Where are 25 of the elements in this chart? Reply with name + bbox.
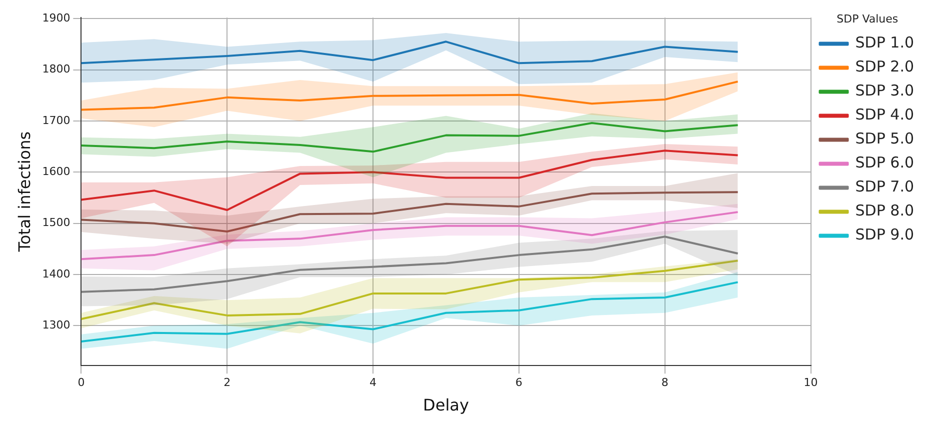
y-tick-label: 1600 — [42, 165, 70, 178]
legend-label: SDP 8.0 — [855, 202, 914, 220]
y-tick-label: 1500 — [42, 216, 70, 230]
x-tick-label: 6 — [515, 376, 522, 390]
x-tick-label: 2 — [224, 376, 231, 390]
y-tick-label: 1300 — [42, 318, 70, 332]
x-tick-label: 4 — [370, 376, 377, 390]
legend-title: SDP Values — [836, 12, 898, 26]
y-axis-title: Total infections — [14, 131, 34, 253]
y-tick-label: 1700 — [42, 114, 70, 127]
legend-label: SDP 2.0 — [855, 58, 914, 76]
legend-label: SDP 3.0 — [855, 82, 914, 100]
legend-label: SDP 9.0 — [855, 226, 914, 244]
x-axis-title: Delay — [423, 396, 469, 415]
y-tick-label: 1400 — [42, 267, 70, 280]
legend-label: SDP 4.0 — [855, 106, 914, 124]
legend-label: SDP 6.0 — [855, 154, 914, 172]
legend-label: SDP 5.0 — [855, 130, 914, 148]
y-tick-label: 1800 — [42, 62, 70, 76]
x-tick-label: 8 — [661, 376, 668, 390]
x-tick-label: 10 — [804, 376, 818, 390]
legend-label: SDP 7.0 — [855, 178, 914, 196]
x-tick-label: 0 — [78, 376, 85, 390]
legend-label: SDP 1.0 — [855, 34, 914, 52]
y-tick-label: 1900 — [42, 11, 70, 24]
